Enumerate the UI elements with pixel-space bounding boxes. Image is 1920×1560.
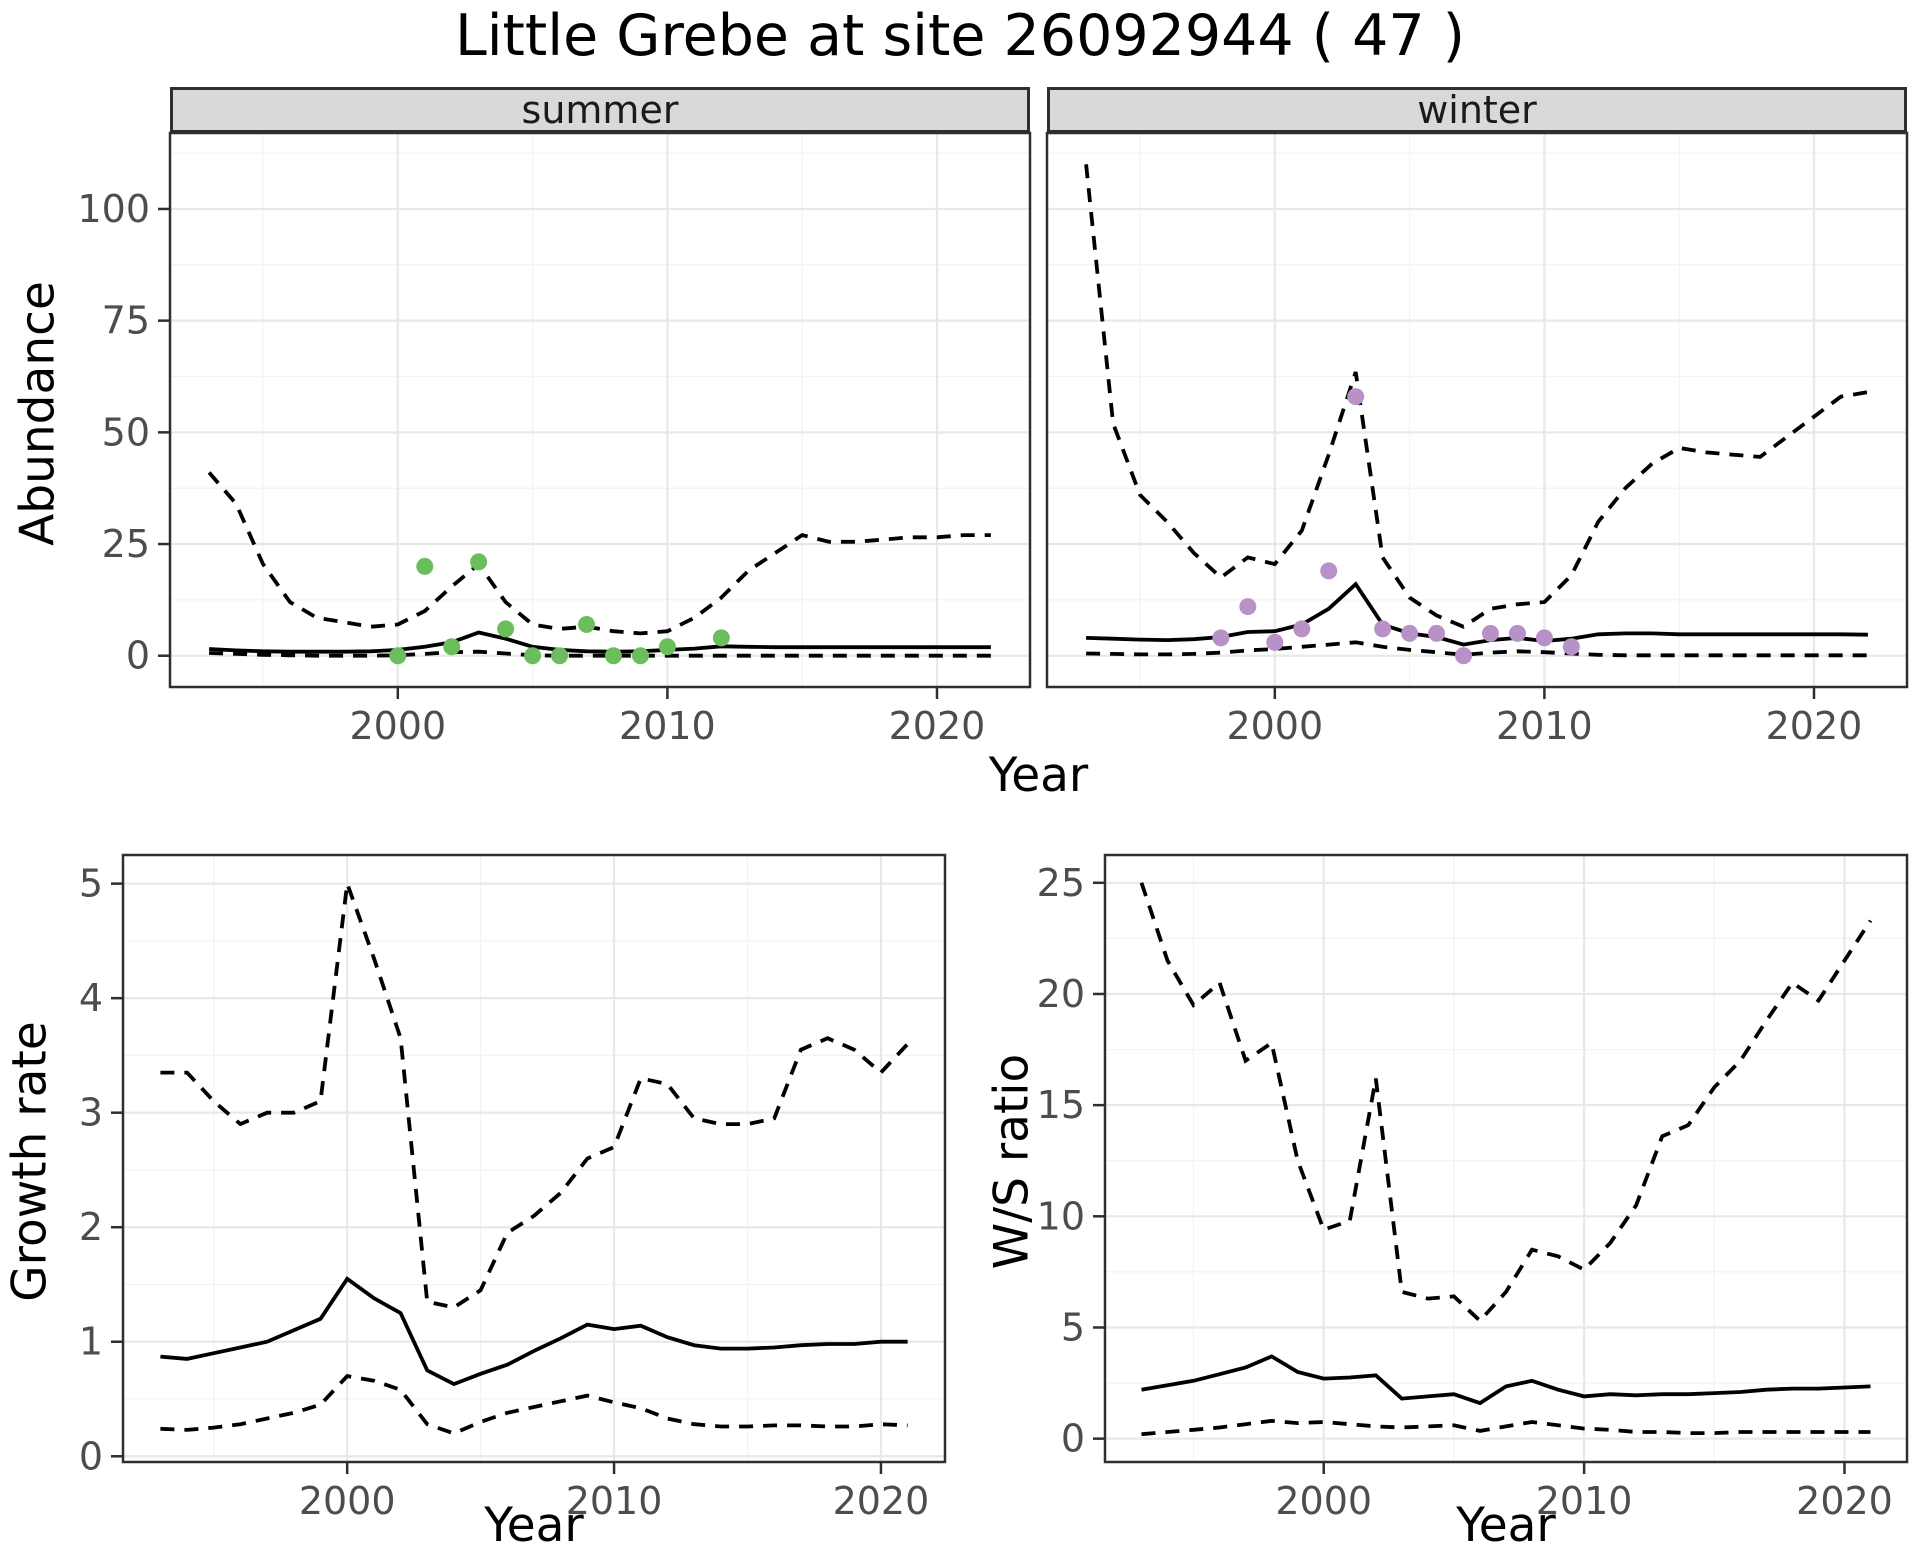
- y-tick-label: 25: [102, 522, 150, 566]
- panel-abundance-summer: 2000 2010 2020 0 25 50 75 100: [77, 131, 1032, 748]
- x-tick-label: 2000: [1275, 1479, 1372, 1523]
- series-lower95: [160, 1374, 908, 1436]
- x-tick-label: 2020: [833, 1479, 930, 1523]
- y-tick-label: 0: [79, 1434, 103, 1478]
- series-median: [1141, 1354, 1871, 1406]
- plot-title: Little Grebe at site 26092944 ( 47 ): [454, 3, 1466, 69]
- data-point-observed-counts: [1455, 647, 1473, 665]
- x-tick-label: 2020: [1796, 1479, 1893, 1523]
- data-point-observed-counts: [1320, 562, 1338, 580]
- y-tick-label: 1: [79, 1320, 103, 1364]
- x-axis-title-year-top: Year: [988, 748, 1089, 803]
- data-point-observed-counts: [1535, 629, 1553, 647]
- data-point-observed-counts: [1266, 633, 1284, 651]
- facet-strip-summer-label: summer: [521, 88, 679, 132]
- x-axis-title-year-growth: Year: [484, 1498, 584, 1553]
- x-tick-label: 2000: [349, 704, 446, 748]
- y-tick-label: 2: [79, 1205, 103, 1249]
- y-tick-label: 3: [79, 1091, 103, 1135]
- y-tick-label: 0: [1061, 1417, 1085, 1461]
- data-point-observed-counts: [389, 647, 407, 665]
- data-point-observed-counts: [1562, 638, 1580, 656]
- panel-growth-rate: 2000 2010 2020 0 1 2 3 4 5: [79, 853, 947, 1523]
- panel-abundance-winter: 2000 2010 2020: [1045, 131, 1909, 748]
- x-tick-label: 2010: [619, 704, 716, 748]
- data-point-observed-counts: [1239, 598, 1257, 616]
- data-point-observed-counts: [1508, 624, 1526, 642]
- series-upper95: [1139, 882, 1873, 1324]
- series-upper95: [1084, 164, 1869, 629]
- series-lower95: [209, 649, 991, 658]
- y-tick-label: 4: [79, 976, 103, 1020]
- data-point-observed-counts: [1374, 620, 1392, 638]
- data-point-observed-counts: [524, 647, 542, 665]
- x-tick-label: 2010: [1536, 1479, 1633, 1523]
- y-tick-label: 20: [1037, 972, 1085, 1016]
- y-tick-label: 15: [1037, 1083, 1085, 1127]
- series-median: [160, 1276, 908, 1387]
- y-tick-label: 100: [77, 187, 150, 231]
- y-tick-label: 25: [1037, 861, 1085, 905]
- data-point-observed-counts: [631, 647, 649, 665]
- series-lower95: [1141, 1418, 1871, 1437]
- data-point-observed-counts: [1481, 624, 1499, 642]
- data-point-observed-counts: [712, 629, 730, 647]
- x-tick-label: 2020: [1766, 704, 1863, 748]
- x-tick-label: 2010: [566, 1479, 663, 1523]
- y-tick-label: 5: [1061, 1305, 1085, 1349]
- panel-ws-ratio: 2000 2010 2020 0 5 10 15 20 25: [1037, 853, 1909, 1523]
- facet-strip-winter-label: winter: [1417, 88, 1537, 132]
- y-tick-label: 10: [1037, 1194, 1085, 1238]
- data-point-observed-counts: [470, 553, 488, 571]
- data-point-observed-counts: [416, 557, 434, 575]
- y-tick-label: 75: [102, 299, 150, 343]
- series-upper95: [160, 882, 909, 1310]
- data-point-observed-counts: [604, 647, 622, 665]
- data-point-observed-counts: [578, 615, 596, 633]
- data-point-observed-counts: [658, 638, 676, 656]
- y-tick-label: 5: [79, 862, 103, 906]
- facet-strip-summer: summer: [170, 87, 1030, 133]
- x-axis-title-year-ws: Year: [1456, 1498, 1556, 1553]
- data-point-observed-counts: [497, 620, 515, 638]
- x-tick-label: 2000: [299, 1479, 396, 1523]
- facet-strip-winter: winter: [1047, 87, 1907, 133]
- data-point-observed-counts: [443, 638, 461, 656]
- data-point-observed-counts: [1293, 620, 1311, 638]
- y-tick-label: 50: [102, 410, 150, 454]
- x-tick-label: 2020: [889, 704, 986, 748]
- y-tick-label: 0: [126, 634, 150, 678]
- data-point-observed-counts: [1212, 629, 1230, 647]
- data-point-observed-counts: [1347, 388, 1365, 406]
- x-tick-label: 2010: [1496, 704, 1593, 748]
- data-point-observed-counts: [551, 647, 569, 665]
- series-lower95: [1086, 640, 1868, 658]
- data-point-observed-counts: [1428, 624, 1446, 642]
- x-tick-label: 2000: [1226, 704, 1323, 748]
- series-median: [209, 630, 991, 654]
- data-point-observed-counts: [1401, 624, 1419, 642]
